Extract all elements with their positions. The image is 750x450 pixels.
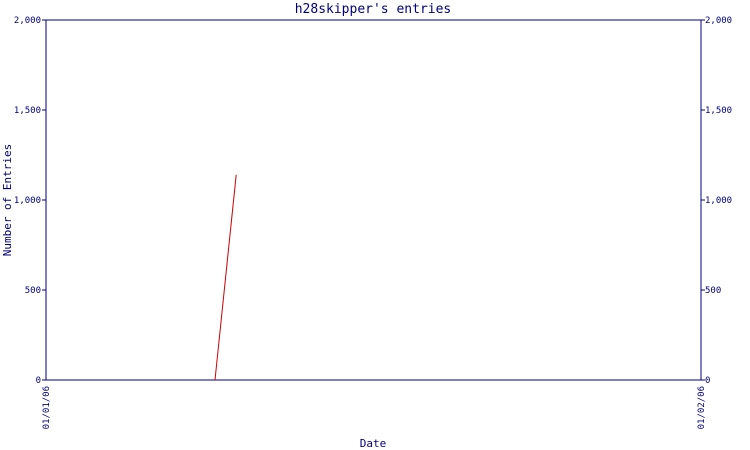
y-tick-marks — [42, 19, 705, 381]
series-layer — [214, 174, 237, 381]
y-tick-label-right: 1,000 — [705, 196, 732, 206]
y-tick-label-left: 500 — [25, 286, 41, 296]
y-axis-label: Number of Entries — [1, 144, 14, 257]
y-tick-label-right: 0 — [705, 376, 710, 386]
y-tick-label-right: 1,500 — [705, 106, 732, 116]
y-tick-label-left: 1,500 — [14, 106, 41, 116]
y-tick-label-left: 0 — [36, 376, 41, 386]
chart-title: h28skipper's entries — [295, 2, 452, 17]
y-tick-label-right: 500 — [705, 286, 721, 296]
x-axis-label: Date — [360, 437, 387, 450]
y-tick-label-right: 2,000 — [705, 16, 732, 26]
y-axis-left: 0 500 1,000 1,500 2,000 — [14, 16, 41, 386]
y-tick-label-left: 1,000 — [14, 196, 41, 206]
series-line — [214, 174, 237, 381]
x-tick-label: 01/02/06 — [697, 386, 707, 429]
plot-frame — [45, 19, 702, 381]
y-axis-right: 0 500 1,000 1,500 2,000 — [705, 16, 732, 386]
y-tick-label-left: 2,000 — [14, 16, 41, 26]
x-tick-label: 01/01/06 — [42, 386, 52, 429]
